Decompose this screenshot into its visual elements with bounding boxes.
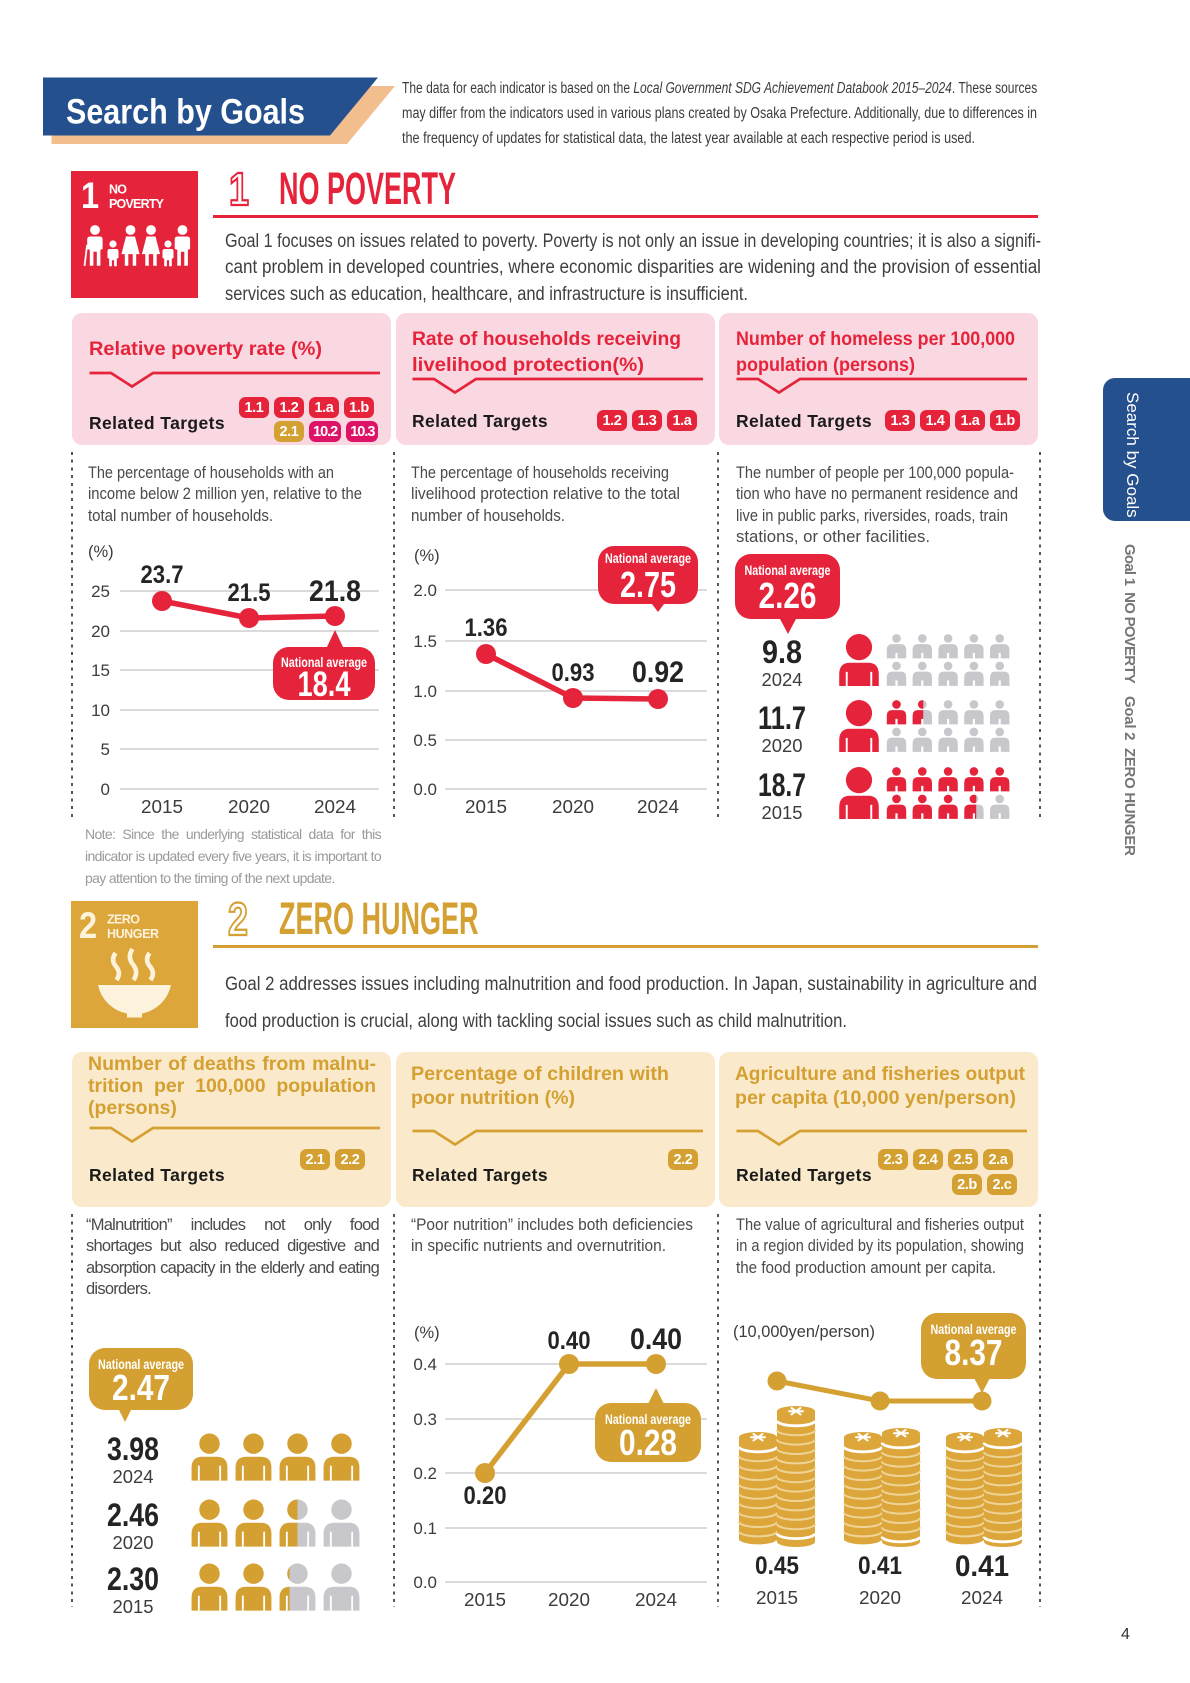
svg-text:0.0: 0.0: [413, 1573, 437, 1592]
svg-text:20: 20: [91, 622, 110, 641]
svg-text:2020: 2020: [113, 1533, 154, 1553]
svg-text:2.47: 2.47: [112, 1367, 170, 1408]
svg-text:0.45: 0.45: [755, 1552, 799, 1580]
svg-text:21.8: 21.8: [309, 575, 361, 608]
svg-text:0.20: 0.20: [464, 1482, 507, 1510]
svg-text:2024: 2024: [961, 1587, 1003, 1608]
svg-text:1.0: 1.0: [413, 682, 437, 701]
svg-text:0.5: 0.5: [413, 731, 437, 750]
svg-text:9.8: 9.8: [762, 634, 802, 670]
svg-text:2024: 2024: [637, 796, 679, 817]
svg-text:Search by Goals: Search by Goals: [66, 93, 305, 132]
svg-text:0.41: 0.41: [955, 1550, 1009, 1583]
svg-text:National average: National average: [745, 562, 831, 578]
svg-text:2015: 2015: [762, 803, 803, 823]
svg-text:2020: 2020: [552, 796, 594, 817]
svg-text:0.2: 0.2: [413, 1464, 437, 1483]
svg-text:2.0: 2.0: [413, 581, 437, 600]
svg-text:0.28: 0.28: [619, 1422, 677, 1463]
svg-text:0: 0: [101, 780, 110, 799]
svg-text:10: 10: [91, 701, 110, 720]
svg-text:2.75: 2.75: [620, 564, 676, 605]
svg-text:2024: 2024: [113, 1467, 154, 1487]
svg-text:National average: National average: [605, 1411, 691, 1427]
svg-text:HUNGER: HUNGER: [107, 927, 159, 941]
svg-text:3.98: 3.98: [107, 1431, 159, 1467]
svg-text:8.37: 8.37: [945, 1332, 1003, 1373]
svg-text:21.5: 21.5: [228, 579, 271, 607]
svg-text:2024: 2024: [314, 796, 356, 817]
svg-text:(%): (%): [414, 547, 440, 565]
svg-text:2: 2: [79, 905, 97, 946]
svg-text:0.92: 0.92: [632, 656, 684, 689]
svg-text:2020: 2020: [859, 1587, 901, 1608]
svg-text:18.4: 18.4: [298, 665, 351, 704]
svg-text:National average: National average: [98, 1356, 184, 1372]
svg-text:POVERTY: POVERTY: [109, 197, 165, 211]
svg-text:18.7: 18.7: [758, 767, 806, 803]
svg-text:2020: 2020: [228, 796, 270, 817]
svg-text:(%): (%): [88, 543, 114, 561]
svg-text:0.93: 0.93: [552, 659, 595, 687]
svg-text:(10,000yen/person): (10,000yen/person): [733, 1323, 875, 1341]
svg-text:15: 15: [91, 661, 110, 680]
svg-text:2.30: 2.30: [107, 1561, 159, 1597]
svg-text:2015: 2015: [464, 1589, 506, 1610]
svg-text:25: 25: [91, 582, 110, 601]
svg-text:2.46: 2.46: [107, 1497, 159, 1533]
svg-text:5: 5: [101, 740, 110, 759]
svg-text:0.0: 0.0: [413, 780, 437, 799]
svg-text:23.7: 23.7: [141, 561, 184, 589]
svg-text:2015: 2015: [113, 1597, 154, 1617]
svg-text:1: 1: [81, 175, 99, 216]
svg-text:ZERO: ZERO: [107, 913, 140, 927]
svg-text:0.41: 0.41: [858, 1552, 902, 1580]
svg-text:11.7: 11.7: [758, 700, 806, 736]
svg-text:2020: 2020: [762, 736, 803, 756]
svg-text:National average: National average: [605, 550, 691, 566]
svg-text:2015: 2015: [141, 796, 183, 817]
svg-text:National average: National average: [931, 1321, 1017, 1337]
svg-text:National average: National average: [281, 654, 367, 670]
svg-text:2015: 2015: [465, 796, 507, 817]
svg-text:2024: 2024: [635, 1589, 677, 1610]
svg-text:1.5: 1.5: [413, 632, 437, 651]
svg-text:2024: 2024: [762, 670, 803, 690]
svg-text:2020: 2020: [548, 1589, 590, 1610]
svg-text:2015: 2015: [756, 1587, 798, 1608]
svg-text:0.40: 0.40: [548, 1327, 591, 1355]
svg-text:0.3: 0.3: [413, 1410, 437, 1429]
svg-text:(%): (%): [414, 1324, 440, 1342]
svg-text:1.36: 1.36: [465, 614, 508, 642]
svg-text:0.40: 0.40: [630, 1323, 682, 1356]
svg-text:NO: NO: [109, 183, 127, 197]
svg-text:0.4: 0.4: [413, 1355, 437, 1374]
svg-text:2.26: 2.26: [759, 575, 817, 616]
svg-text:0.1: 0.1: [413, 1519, 437, 1538]
